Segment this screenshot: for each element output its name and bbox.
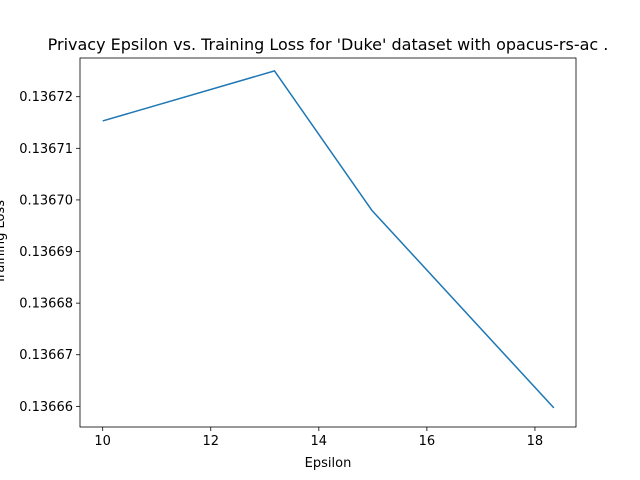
y-tick-label: 0.13666 [19, 400, 73, 415]
chart-title: Privacy Epsilon vs. Training Loss for 'D… [48, 35, 609, 54]
x-tick-label: 14 [311, 434, 328, 449]
x-tick-label: 18 [527, 434, 544, 449]
x-tick-label: 10 [94, 434, 111, 449]
y-tick-label: 0.13672 [19, 90, 73, 105]
x-axis-label: Epsilon [305, 456, 352, 471]
x-tick-label: 16 [419, 434, 436, 449]
axes-frame [79, 57, 577, 428]
y-tick-label: 0.13671 [19, 142, 73, 157]
y-tick-label: 0.13667 [19, 348, 73, 363]
series-line [102, 70, 555, 409]
y-axis-label: Training Loss [0, 200, 8, 285]
y-tick-label: 0.13668 [19, 297, 73, 312]
plot-area: 10 12 14 16 18 0.13666 0.13667 0.13668 0.13669 0.… [19, 57, 577, 449]
y-tick-label: 0.13669 [19, 245, 73, 260]
x-tick-label: 12 [202, 434, 219, 449]
y-tick-label: 0.13670 [19, 193, 73, 208]
